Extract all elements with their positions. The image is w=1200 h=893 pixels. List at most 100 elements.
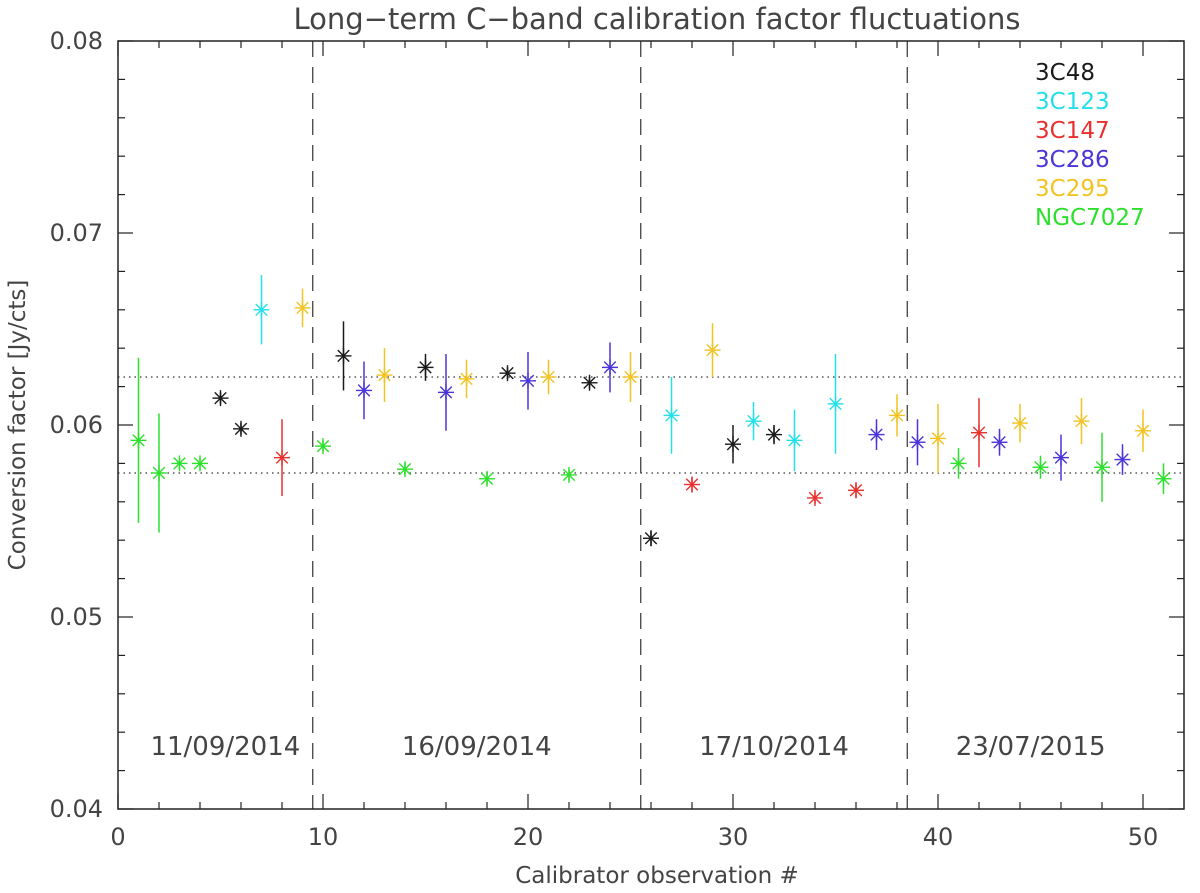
marker-stroke [1116, 453, 1129, 466]
legend-item: 3C286 [1035, 147, 1110, 173]
data-point [561, 466, 577, 483]
y-tick-label: 0.07 [50, 219, 103, 247]
data-point [171, 455, 188, 472]
legend-item: NGC7027 [1035, 205, 1145, 231]
marker-stroke [767, 428, 781, 441]
data-point [663, 377, 680, 454]
marker-stroke [234, 422, 248, 436]
marker-stroke [665, 409, 678, 422]
marker-stroke [542, 370, 555, 384]
marker-stroke [624, 370, 637, 384]
data-point [1012, 403, 1028, 443]
data-point [417, 353, 434, 381]
marker-stroke [132, 434, 145, 447]
marker-stroke [1013, 416, 1027, 430]
marker-stroke [275, 451, 289, 464]
y-tick-label: 0.04 [50, 795, 103, 823]
marker-stroke [460, 372, 473, 386]
period-label-layer: 11/09/2014 16/09/2014 17/10/2014 23/07/2015 [150, 732, 1105, 762]
data-point [499, 365, 516, 382]
legend-item: 3C123 [1035, 89, 1110, 115]
data-point [458, 359, 475, 399]
data-point [1032, 455, 1049, 479]
marker-stroke [972, 426, 986, 439]
data-point [376, 348, 393, 402]
marker-stroke [480, 472, 494, 486]
data-point [1135, 409, 1151, 452]
data-point [848, 482, 864, 499]
period-label: 23/07/2015 [956, 732, 1106, 762]
data-point [643, 530, 659, 547]
data-point [930, 403, 946, 473]
marker-stroke [952, 457, 965, 470]
data-point [704, 323, 721, 377]
marker-stroke [173, 457, 186, 470]
marker-stroke [890, 409, 904, 422]
marker-stroke [870, 428, 883, 441]
marker-stroke [1054, 451, 1068, 464]
marker-stroke [398, 462, 412, 476]
data-point [274, 419, 290, 497]
marker-stroke [1136, 424, 1150, 438]
marker-stroke [1095, 460, 1109, 474]
marker-stroke [685, 478, 699, 491]
marker-stroke [583, 376, 596, 390]
data-point [212, 390, 229, 407]
marker-stroke [1157, 472, 1170, 486]
data-point [520, 352, 536, 410]
data-point [725, 425, 741, 464]
chart-title: Long−term C−band calibration factor fluc… [294, 2, 1021, 36]
marker-stroke [316, 439, 330, 453]
legend-layer: 3C48 3C123 3C147 3C286 3C295 NGC7027 [1035, 60, 1145, 231]
data-point [1053, 434, 1069, 481]
y-tick-label: 0.05 [50, 603, 103, 631]
marker-stroke [562, 468, 576, 482]
data-point [827, 353, 844, 454]
period-label: 16/09/2014 [402, 732, 552, 762]
plot-frame [117, 40, 1185, 810]
y-tick-label: 0.08 [50, 27, 103, 55]
data-point [151, 413, 167, 533]
data-point [1073, 398, 1090, 445]
marker-stroke [747, 414, 760, 428]
data-point [130, 357, 147, 523]
data-point [294, 288, 311, 328]
data-point [745, 401, 762, 441]
data-point [253, 275, 270, 345]
y-tick-label: 0.06 [50, 411, 103, 439]
x-tick-label: 50 [1128, 823, 1159, 851]
legend-item: 3C295 [1035, 176, 1110, 202]
marker-stroke [152, 466, 166, 480]
legend-item: 3C48 [1035, 60, 1095, 86]
period-label: 11/09/2014 [150, 732, 300, 762]
data-point [602, 342, 618, 393]
period-label: 17/10/2014 [699, 732, 849, 762]
data-point [1094, 432, 1110, 502]
marker-stroke [193, 457, 207, 470]
data-point [1114, 444, 1131, 475]
x-tick-label: 10 [308, 823, 339, 851]
data-point [335, 321, 352, 391]
x-tick-label: 20 [513, 823, 544, 851]
data-point [889, 394, 905, 437]
marker-stroke [439, 386, 453, 399]
marker-stroke [644, 532, 658, 545]
data-point [233, 420, 249, 437]
marker-stroke [808, 491, 822, 505]
data-point [807, 489, 823, 506]
y-axis-label: Conversion factor [Jy/cts] [5, 280, 31, 571]
marker-stroke [255, 303, 268, 317]
marker-stroke [788, 434, 801, 447]
marker-stroke [829, 397, 842, 411]
marker-stroke [1075, 414, 1088, 428]
marker-stroke [521, 374, 535, 388]
point-layer [130, 275, 1172, 547]
marker-stroke [993, 436, 1006, 449]
marker-stroke [296, 301, 309, 315]
data-point [192, 455, 208, 472]
data-point [315, 438, 331, 455]
data-point [540, 359, 557, 395]
marker-stroke [931, 432, 945, 445]
marker-stroke [911, 436, 924, 449]
